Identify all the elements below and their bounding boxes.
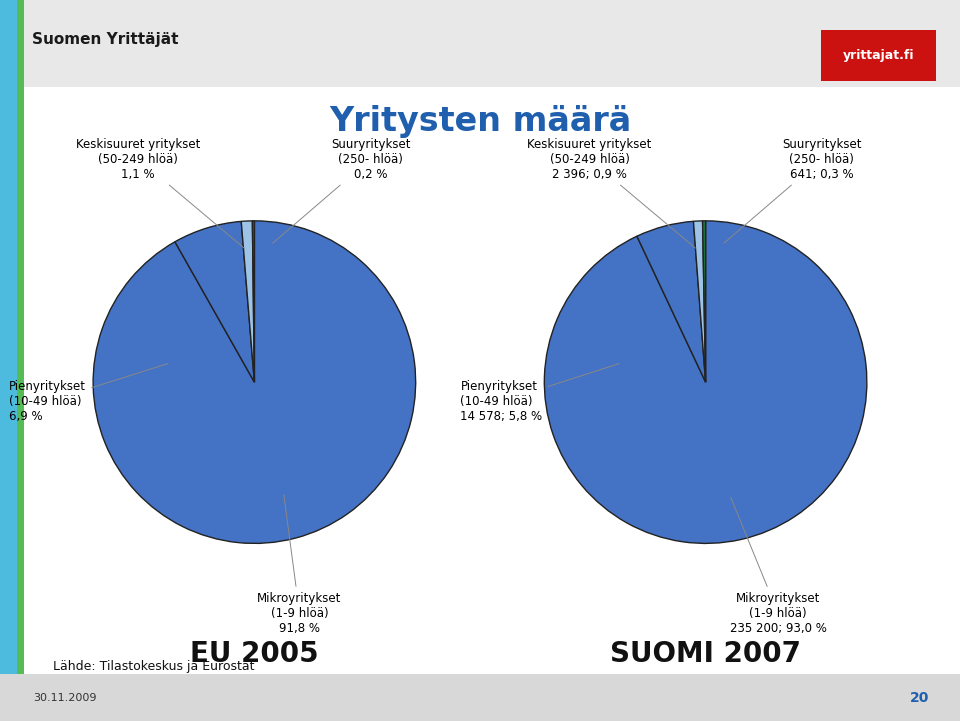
Text: Pienyritykset
(10-49 hlöä)
6,9 %: Pienyritykset (10-49 hlöä) 6,9 % xyxy=(10,363,168,423)
Wedge shape xyxy=(175,221,254,382)
Text: Suuryritykset
(250- hlöä)
0,2 %: Suuryritykset (250- hlöä) 0,2 % xyxy=(273,138,410,243)
Wedge shape xyxy=(703,221,706,382)
Text: Keskisuuret yritykset
(50-249 hlöä)
2 396; 0,9 %: Keskisuuret yritykset (50-249 hlöä) 2 39… xyxy=(527,138,695,248)
Text: Keskisuuret yritykset
(50-249 hlöä)
1,1 %: Keskisuuret yritykset (50-249 hlöä) 1,1 … xyxy=(76,138,244,248)
Text: yrittajat.fi: yrittajat.fi xyxy=(843,49,914,62)
Text: Mikroyritykset
(1-9 hlöä)
91,8 %: Mikroyritykset (1-9 hlöä) 91,8 % xyxy=(257,495,342,634)
Text: Lähde: Tilastokeskus ja Eurostat: Lähde: Tilastokeskus ja Eurostat xyxy=(53,660,254,673)
Wedge shape xyxy=(93,221,416,544)
Text: 20: 20 xyxy=(910,691,929,705)
Text: 30.11.2009: 30.11.2009 xyxy=(34,693,97,703)
Text: Suomen Yrittäjät: Suomen Yrittäjät xyxy=(33,32,179,47)
Wedge shape xyxy=(636,221,706,382)
Text: EU 2005: EU 2005 xyxy=(190,640,319,668)
Wedge shape xyxy=(241,221,254,382)
Wedge shape xyxy=(693,221,706,382)
Text: Pienyritykset
(10-49 hlöä)
14 578; 5,8 %: Pienyritykset (10-49 hlöä) 14 578; 5,8 % xyxy=(461,363,619,423)
Text: SUOMI 2007: SUOMI 2007 xyxy=(611,640,801,668)
Wedge shape xyxy=(252,221,254,382)
Text: Suuryritykset
(250- hlöä)
641; 0,3 %: Suuryritykset (250- hlöä) 641; 0,3 % xyxy=(724,138,861,243)
Wedge shape xyxy=(544,221,867,544)
Text: Yritysten määrä: Yritysten määrä xyxy=(329,105,631,138)
Text: Mikroyritykset
(1-9 hlöä)
235 200; 93,0 %: Mikroyritykset (1-9 hlöä) 235 200; 93,0 … xyxy=(730,497,827,634)
